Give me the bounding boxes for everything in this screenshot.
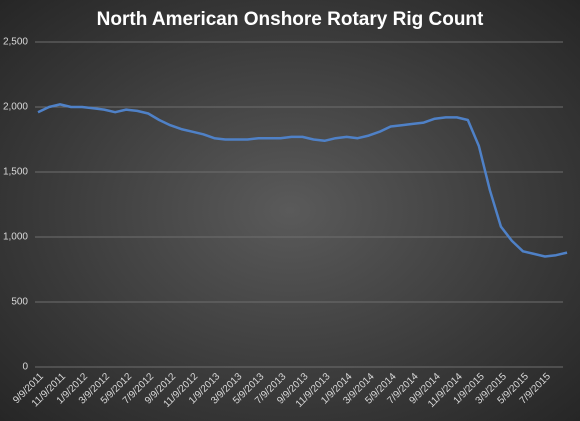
y-tick-label: 500 [11, 297, 28, 308]
y-tick-label: 2,500 [3, 37, 28, 48]
chart-title: North American Onshore Rotary Rig Count [97, 9, 484, 30]
y-tick-label: 1,500 [3, 167, 28, 178]
data-line [37, 103, 568, 258]
y-tick-label: 0 [22, 362, 28, 373]
y-tick-label: 1,000 [3, 232, 28, 243]
y-tick-label: 2,000 [3, 102, 28, 113]
